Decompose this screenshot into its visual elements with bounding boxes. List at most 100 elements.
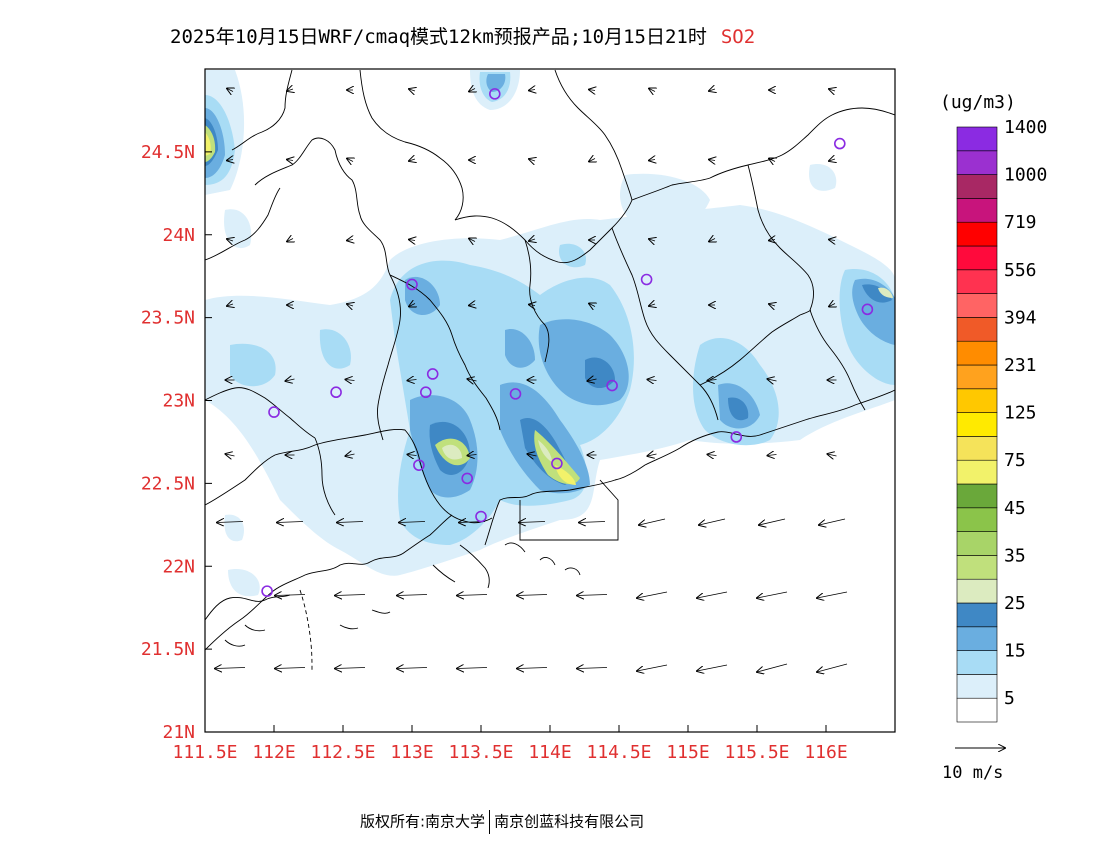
legend-swatch — [956, 602, 998, 628]
legend-swatch — [956, 317, 998, 342]
legend-swatch — [956, 388, 998, 413]
wind-arrow — [287, 160, 293, 161]
y-tick-label: 22.5N — [141, 473, 195, 494]
station-marker — [606, 379, 618, 392]
wind-arrow — [215, 668, 246, 669]
y-tick-label: 24.5N — [141, 142, 195, 163]
legend-label: 35 — [1004, 545, 1026, 566]
station-marker — [833, 137, 846, 150]
footer-left: 版权所有:南京大学 — [360, 812, 486, 831]
legend-swatch — [956, 293, 998, 318]
wind-vectors — [215, 89, 848, 673]
station-marker — [509, 388, 522, 400]
wind-arrow — [468, 379, 477, 381]
station-marker — [488, 88, 501, 100]
wind-arrow — [529, 159, 535, 161]
wind-arrow — [817, 591, 848, 598]
legend-swatch — [956, 483, 998, 509]
legend-label: 25 — [1004, 593, 1026, 614]
legend-label: 125 — [1004, 403, 1037, 424]
x-tick-label: 112E — [252, 742, 295, 763]
wind-arrow — [399, 522, 426, 523]
wind-arrow — [829, 240, 835, 241]
wind-arrow — [709, 160, 715, 161]
legend-label: 1000 — [1004, 165, 1047, 186]
wind-arrow — [579, 522, 606, 523]
legend-swatch — [956, 412, 998, 437]
legend-swatch — [956, 555, 998, 580]
wind-arrow — [829, 304, 835, 307]
wind-arrow — [829, 89, 835, 91]
wind-arrow — [335, 668, 366, 669]
legend-label: 719 — [1004, 212, 1037, 233]
wind-arrow — [529, 90, 535, 91]
legend-swatch — [956, 459, 998, 485]
station-marker — [730, 431, 743, 443]
x-tick-label: 115E — [666, 742, 709, 763]
wind-arrow — [347, 304, 353, 306]
copyright-footer: 版权所有:南京大学 南京创蓝科技有限公司 — [360, 810, 644, 834]
wind-arrow — [408, 380, 417, 381]
wind-arrow — [347, 240, 353, 241]
wind-arrow — [275, 595, 306, 596]
title-main: 2025年10月15日WRF/cmaq模式12km预报产品;10月15日21时 — [170, 26, 707, 48]
legend-label: 1400 — [1004, 117, 1047, 138]
wind-arrow — [457, 668, 488, 669]
wind-arrow — [589, 159, 595, 162]
wind-arrow — [709, 239, 715, 242]
x-tick-label: 113E — [390, 742, 433, 763]
legend-swatch — [956, 221, 998, 247]
legend-swatch — [956, 198, 998, 223]
wind-arrow — [226, 454, 235, 456]
wind-arrow — [409, 89, 415, 91]
legend-label: 45 — [1004, 498, 1026, 519]
station-marker — [640, 273, 653, 286]
wind-arrow — [335, 595, 366, 596]
wind-arrow — [286, 379, 295, 381]
title-species: SO2 — [720, 26, 756, 48]
legend-colorbar — [956, 126, 998, 723]
wind-arrow — [517, 668, 548, 669]
wind-arrow — [697, 591, 728, 598]
legend-swatch — [956, 626, 998, 651]
legend-swatch — [956, 364, 998, 390]
figure-title: 2025年10月15日WRF/cmaq模式12km预报产品;10月15日21时 S… — [170, 22, 755, 49]
station-marker — [551, 457, 563, 470]
station-marker — [419, 386, 432, 399]
wind-arrow — [529, 239, 535, 241]
legend-swatch — [956, 436, 998, 461]
legend-swatch — [956, 245, 998, 271]
x-tick-label: 113.5E — [448, 742, 513, 763]
concentration-hotspots — [205, 125, 893, 485]
y-axis: 21N 21.5N 22N 22.5N 23N 23.5N 24N 24.5N — [141, 142, 212, 743]
y-tick-label: 22N — [162, 556, 195, 577]
wind-arrow — [699, 518, 726, 525]
wind-arrow — [697, 664, 728, 671]
wind-reference-label: 10 m/s — [942, 763, 1003, 783]
station-marker — [426, 368, 439, 380]
wind-arrow — [649, 89, 655, 92]
wind-arrow — [769, 304, 775, 306]
wind-arrow — [757, 591, 788, 598]
wind-arrow — [346, 454, 355, 456]
station-marker — [406, 278, 418, 291]
wind-arrow — [517, 595, 548, 596]
legend-label: 5 — [1004, 688, 1015, 709]
wind-arrow — [287, 89, 293, 91]
wind-arrow — [708, 455, 717, 456]
wind-arrow — [227, 304, 233, 306]
wind-arrow — [639, 518, 666, 525]
station-marker — [268, 406, 280, 418]
wind-arrow — [708, 380, 717, 381]
station-marker — [413, 459, 425, 471]
legend-swatch — [956, 697, 998, 723]
wind-arrow — [519, 522, 546, 523]
x-axis: 111.5E 112E 112.5E 113E 113.5E 114E 114.5E 115E… — [172, 725, 848, 763]
wind-arrow — [409, 159, 415, 161]
province-boundaries — [205, 69, 895, 671]
wind-arrow — [709, 89, 715, 91]
wind-arrow — [829, 159, 835, 161]
x-tick-label: 116E — [804, 742, 847, 763]
wind-arrow — [409, 304, 415, 307]
